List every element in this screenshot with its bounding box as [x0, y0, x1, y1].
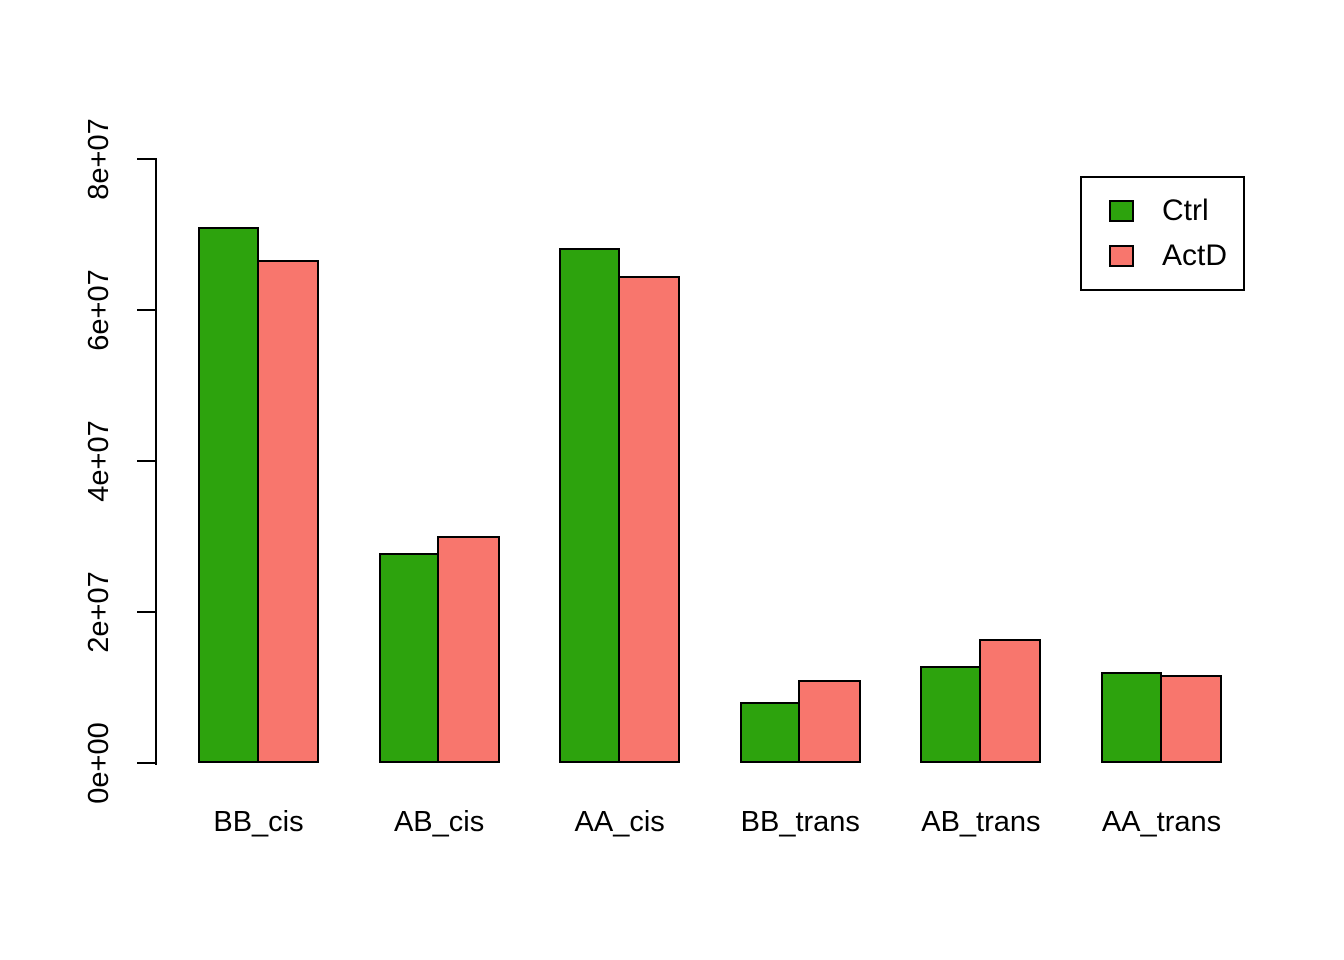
legend-swatch-ctrl: [1109, 200, 1134, 222]
y-tick-label-2e+07: 2e+07: [83, 571, 115, 653]
bar-AB_cis-ActD: [437, 535, 500, 763]
y-tick-label-6e+07: 6e+07: [83, 269, 115, 351]
bar-AB_trans-Ctrl: [920, 666, 981, 763]
bar-BB_cis-ActD: [256, 260, 319, 763]
bar-AA_trans-Ctrl: [1101, 671, 1162, 763]
bar-BB_trans-ActD: [798, 679, 861, 763]
x-tick-label-AA_cis: AA_cis: [574, 806, 665, 838]
y-tick-label-8e+07: 8e+07: [83, 118, 115, 200]
y-tick-0e+00: [137, 762, 156, 764]
legend-label-actd: ActD: [1162, 239, 1228, 272]
legend-item-ctrl: Ctrl: [1109, 195, 1243, 227]
y-tick-2e+07: [137, 611, 156, 613]
legend-swatch-actd: [1109, 245, 1134, 267]
legend-label-ctrl: Ctrl: [1162, 194, 1209, 227]
x-tick-label-BB_cis: BB_cis: [213, 806, 304, 838]
bar-AA_cis-ActD: [617, 276, 681, 763]
y-tick-label-4e+07: 4e+07: [83, 420, 115, 502]
bar-BB_cis-Ctrl: [198, 226, 259, 763]
x-tick-label-AB_cis: AB_cis: [393, 806, 485, 838]
x-tick-label-BB_trans: BB_trans: [740, 806, 860, 838]
y-tick-8e+07: [137, 158, 156, 160]
y-tick-4e+07: [137, 460, 156, 462]
x-tick-label-AB_trans: AB_trans: [921, 806, 1041, 838]
y-tick-6e+07: [137, 309, 156, 311]
bar-AB_trans-ActD: [978, 639, 1042, 763]
legend: Ctrl ActD: [1080, 176, 1245, 291]
y-tick-label-0e+00: 0e+00: [83, 722, 115, 804]
legend-item-actd: ActD: [1109, 240, 1243, 272]
y-axis: [155, 158, 157, 765]
bar-BB_trans-Ctrl: [739, 701, 801, 763]
bar-AA_cis-Ctrl: [559, 248, 620, 763]
bar-AB_cis-Ctrl: [378, 553, 440, 763]
x-tick-label-AA_trans: AA_trans: [1101, 806, 1222, 838]
bar-AA_trans-ActD: [1159, 674, 1222, 763]
